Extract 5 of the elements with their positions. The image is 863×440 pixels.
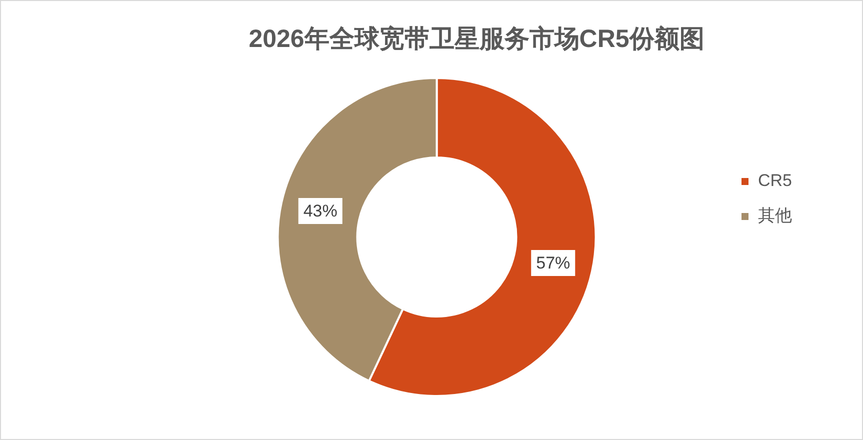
legend-label: 其他: [758, 206, 792, 226]
data-label: 43%: [303, 202, 338, 221]
chart-title: 2026年全球宽带卫星服务市场CR5份额图: [248, 24, 704, 53]
legend-label: CR5: [758, 171, 792, 190]
data-label: 57%: [536, 254, 570, 273]
